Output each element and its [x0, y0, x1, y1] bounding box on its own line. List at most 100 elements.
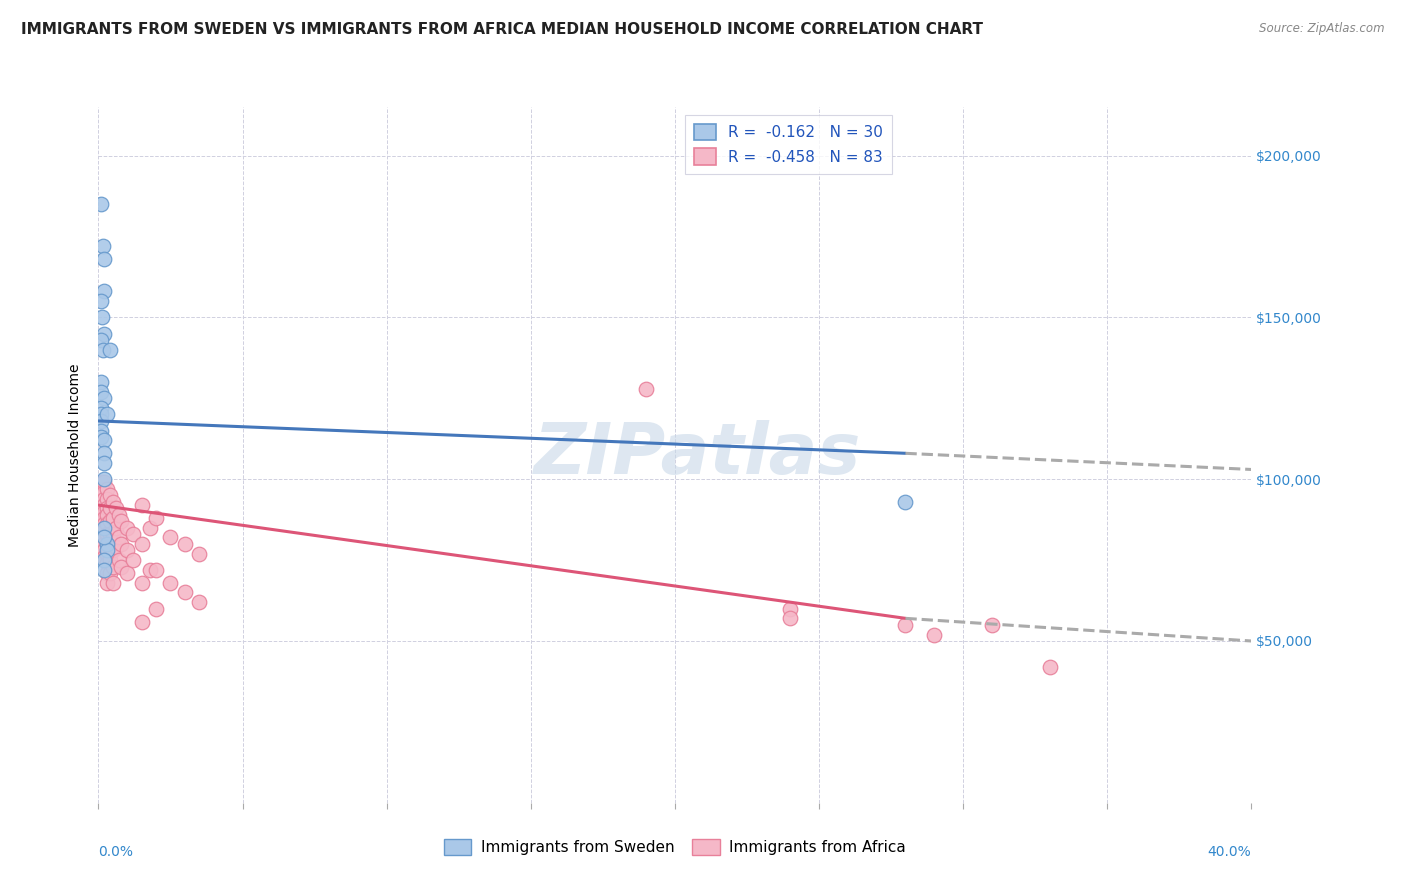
Point: [981, 617, 1004, 632]
Point: [104, 521, 127, 535]
Point: [90, 333, 112, 347]
Point: [104, 501, 127, 516]
Point: [98, 553, 121, 567]
Point: [139, 521, 162, 535]
Point: [90, 414, 112, 428]
Point: [145, 511, 167, 525]
Point: [90, 543, 112, 558]
Point: [101, 543, 124, 558]
Point: [93, 563, 115, 577]
Point: [91, 239, 114, 253]
Point: [96, 543, 118, 558]
Point: [145, 601, 167, 615]
Point: [93, 553, 115, 567]
Point: [93, 521, 115, 535]
Point: [131, 615, 153, 629]
Point: [96, 537, 118, 551]
Point: [174, 585, 197, 599]
Point: [90, 524, 112, 538]
Point: [779, 601, 801, 615]
Point: [101, 495, 124, 509]
Point: [90, 537, 112, 551]
Point: [90, 504, 112, 518]
Point: [96, 547, 118, 561]
Point: [636, 382, 658, 396]
Point: [93, 543, 115, 558]
Point: [93, 252, 115, 267]
Point: [104, 540, 127, 554]
Point: [96, 557, 118, 571]
Point: [91, 343, 114, 357]
Point: [93, 472, 115, 486]
Point: [96, 537, 118, 551]
Point: [93, 498, 115, 512]
Point: [93, 524, 115, 538]
Point: [93, 531, 115, 545]
Point: [96, 517, 118, 532]
Point: [96, 491, 118, 506]
Point: [107, 553, 129, 567]
Point: [131, 575, 153, 590]
Point: [90, 401, 112, 415]
Point: [117, 566, 139, 580]
Point: [122, 553, 145, 567]
Point: [110, 514, 132, 528]
Point: [1038, 660, 1062, 674]
Point: [98, 501, 121, 516]
Point: [90, 517, 112, 532]
Point: [131, 498, 153, 512]
Point: [159, 575, 181, 590]
Point: [98, 514, 121, 528]
Point: [90, 430, 112, 444]
Point: [90, 488, 112, 502]
Point: [93, 537, 115, 551]
Point: [110, 559, 132, 574]
Point: [107, 531, 129, 545]
Text: 0.0%: 0.0%: [98, 845, 134, 858]
Point: [93, 446, 115, 460]
Point: [93, 531, 115, 545]
Point: [90, 197, 112, 211]
Point: [122, 527, 145, 541]
Point: [96, 527, 118, 541]
Point: [90, 384, 112, 399]
Point: [93, 326, 115, 341]
Point: [779, 611, 801, 625]
Point: [90, 424, 112, 438]
Point: [188, 547, 211, 561]
Point: [96, 482, 118, 496]
Point: [96, 575, 118, 590]
Point: [101, 527, 124, 541]
Y-axis label: Median Household Income: Median Household Income: [69, 363, 83, 547]
Point: [90, 310, 112, 325]
Point: [98, 488, 121, 502]
Point: [107, 508, 129, 522]
Point: [101, 511, 124, 525]
Point: [159, 531, 181, 545]
Legend: Immigrants from Sweden, Immigrants from Africa: Immigrants from Sweden, Immigrants from …: [437, 833, 912, 862]
Point: [93, 485, 115, 500]
Point: [90, 482, 112, 496]
Text: Source: ZipAtlas.com: Source: ZipAtlas.com: [1260, 22, 1385, 36]
Point: [93, 392, 115, 406]
Point: [90, 511, 112, 525]
Point: [90, 294, 112, 309]
Point: [93, 517, 115, 532]
Point: [93, 434, 115, 448]
Point: [110, 537, 132, 551]
Point: [98, 527, 121, 541]
Point: [90, 408, 112, 422]
Point: [922, 627, 945, 641]
Point: [188, 595, 211, 609]
Point: [117, 521, 139, 535]
Point: [117, 543, 139, 558]
Text: IMMIGRANTS FROM SWEDEN VS IMMIGRANTS FROM AFRICA MEDIAN HOUSEHOLD INCOME CORRELA: IMMIGRANTS FROM SWEDEN VS IMMIGRANTS FRO…: [21, 22, 983, 37]
Text: ZIPatlas: ZIPatlas: [534, 420, 862, 490]
Point: [93, 511, 115, 525]
Point: [93, 475, 115, 490]
Text: 40.0%: 40.0%: [1208, 845, 1251, 858]
Point: [93, 549, 115, 564]
Point: [98, 540, 121, 554]
Point: [96, 408, 118, 422]
Point: [101, 575, 124, 590]
